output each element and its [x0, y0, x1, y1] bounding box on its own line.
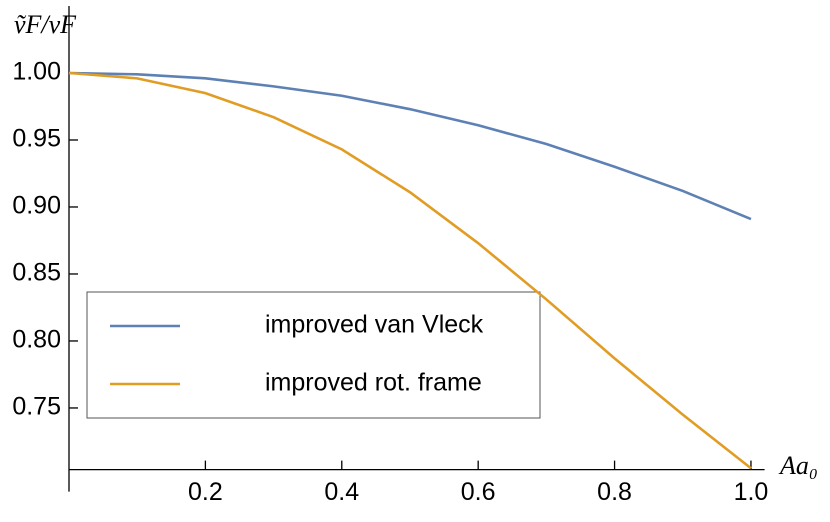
- x-tick-label: 1.0: [734, 478, 769, 506]
- y-tick-label: 0.90: [12, 192, 61, 220]
- y-axis-label: ṽF/vF: [14, 10, 77, 39]
- y-tick-label: 1.00: [12, 58, 61, 86]
- x-tick-label: 0.6: [461, 478, 496, 506]
- legend-box: [86, 291, 541, 419]
- y-tick-label: 0.85: [12, 259, 61, 287]
- x-tick-label: 0.8: [597, 478, 632, 506]
- line-series: [68, 71, 752, 221]
- x-tick-label: 0.2: [188, 478, 223, 506]
- legend-label: improved rot. frame: [265, 369, 482, 397]
- y-tick-label: 0.75: [12, 393, 61, 421]
- line-series: [68, 71, 752, 470]
- y-tick-label: 0.80: [12, 326, 61, 354]
- x-tick-label: 0.4: [324, 478, 359, 506]
- y-tick-label: 0.95: [12, 125, 61, 153]
- legend-label: improved van Vleck: [265, 311, 484, 339]
- x-axis-label: Aa₀: [778, 451, 818, 480]
